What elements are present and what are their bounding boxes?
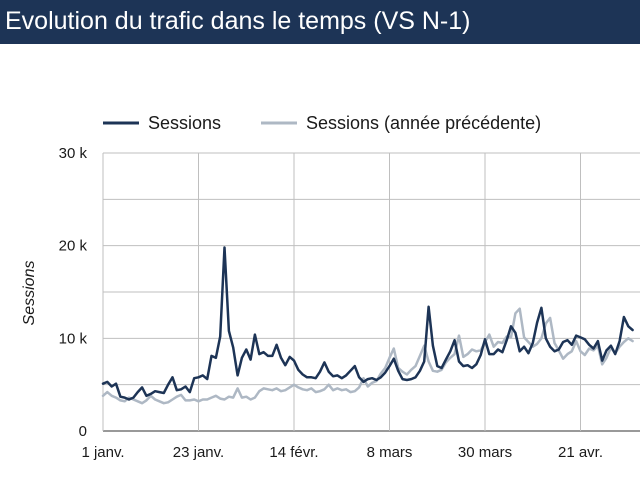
x-tick-label: 8 mars	[367, 444, 413, 461]
title-bar: Evolution du trafic dans le temps (VS N-…	[0, 0, 640, 44]
y-tick-label: 10 k	[59, 330, 88, 347]
x-tick-label: 1 janv.	[81, 444, 124, 461]
y-axis-label: Sessions	[21, 261, 38, 326]
y-axis-ticks: 0 10 k 20 k 30 k	[59, 145, 88, 440]
y-tick-label: 30 k	[59, 145, 88, 162]
x-tick-label: 21 avr.	[558, 444, 603, 461]
x-axis-ticks: 1 janv. 23 janv. 14 févr. 8 mars 30 mars 21 a…	[81, 444, 603, 461]
x-tick-label: 23 janv.	[173, 444, 224, 461]
x-tick-label: 30 mars	[458, 444, 512, 461]
series-line-sessions	[101, 246, 634, 401]
y-tick-label: 20 k	[59, 238, 88, 255]
legend-label-sessions: Sessions	[148, 113, 221, 133]
series-lines	[101, 246, 634, 405]
x-tick-label: 14 févr.	[269, 444, 318, 461]
grid	[102, 152, 640, 432]
page-title: Evolution du trafic dans le temps (VS N-…	[5, 7, 471, 35]
legend-label-sessions-previous-year: Sessions (année précédente)	[306, 113, 541, 133]
y-tick-label: 0	[79, 423, 87, 440]
legend: Sessions Sessions (année précédente)	[103, 113, 541, 133]
